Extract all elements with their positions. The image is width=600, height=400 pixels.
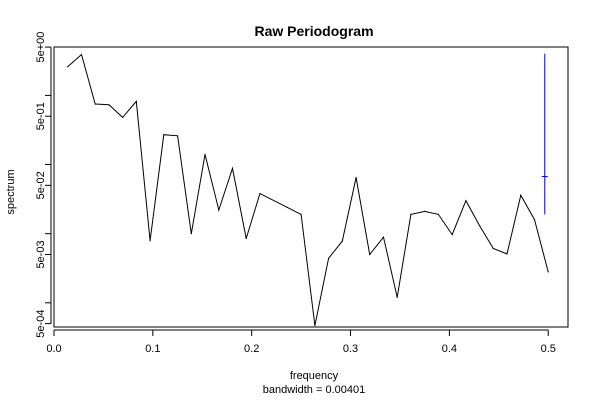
x-tick-label: 0.2 bbox=[244, 343, 259, 355]
x-tick-label: 0.1 bbox=[145, 343, 160, 355]
x-axis-label: frequency bbox=[290, 370, 339, 382]
spectrum-point bbox=[492, 247, 494, 250]
spectrum-point bbox=[547, 271, 549, 273]
y-axis-label: spectrum bbox=[5, 169, 17, 214]
bandwidth-label: bandwidth = 0.00401 bbox=[263, 384, 365, 396]
spectrum-point bbox=[520, 194, 522, 196]
spectrum-point bbox=[218, 209, 220, 211]
spectrum-point bbox=[204, 153, 206, 156]
spectrum-point bbox=[424, 210, 426, 212]
series-layer bbox=[67, 53, 549, 327]
spectrum-point bbox=[108, 104, 110, 106]
spectrum-point bbox=[533, 218, 536, 221]
x-tick-label: 0.4 bbox=[442, 343, 457, 355]
x-tick-label: 0.5 bbox=[541, 343, 556, 355]
spectrum-point bbox=[135, 100, 137, 102]
spectrum-point bbox=[506, 253, 508, 255]
y-axis: 5e-04 5e-03 5e-02 5e-01 5e+00 bbox=[35, 32, 52, 338]
spectrum-point bbox=[341, 240, 343, 242]
spectrum-point bbox=[286, 206, 288, 208]
spectrum-point bbox=[163, 134, 165, 136]
y-tick-label: 5e-03 bbox=[35, 240, 47, 268]
spectrum-line bbox=[67, 53, 549, 326]
spectrum-point bbox=[410, 213, 412, 215]
y-tick-label: 5e-01 bbox=[35, 102, 47, 130]
spectrum-point bbox=[231, 167, 234, 169]
spectrum-point bbox=[396, 296, 398, 298]
x-axis: 0.0 0.1 0.2 0.3 0.4 0.5 bbox=[46, 329, 556, 355]
spectrum-point bbox=[479, 225, 481, 227]
spectrum-point bbox=[259, 192, 261, 195]
spectrum-point bbox=[67, 66, 69, 68]
x-tick-label: 0.3 bbox=[343, 343, 358, 355]
spectrum-point bbox=[176, 135, 179, 137]
y-tick-label: 5e-02 bbox=[35, 171, 47, 199]
confidence-bar bbox=[541, 53, 548, 215]
spectrum-point bbox=[437, 213, 440, 215]
spectrum-point bbox=[245, 237, 247, 240]
spectrum-point bbox=[327, 257, 330, 259]
spectrum-point bbox=[190, 233, 192, 235]
spectrum-point bbox=[314, 324, 316, 327]
chart-title: Raw Periodogram bbox=[254, 23, 373, 39]
spectrum-point bbox=[451, 233, 453, 236]
spectrum-point bbox=[382, 236, 385, 238]
spectrum-point bbox=[355, 176, 357, 179]
spectrum-point bbox=[369, 253, 371, 256]
plot-frame bbox=[53, 46, 569, 328]
y-tick-label: 5e+00 bbox=[35, 32, 47, 63]
spectrum-point bbox=[121, 116, 124, 119]
x-tick-label: 0.0 bbox=[46, 343, 61, 355]
spectrum-point bbox=[80, 53, 83, 56]
spectrum-point bbox=[300, 213, 302, 215]
spectrum-point bbox=[94, 103, 96, 105]
y-tick-label: 5e-04 bbox=[35, 310, 47, 338]
spectrum-point bbox=[149, 240, 151, 242]
spectrum-point bbox=[465, 200, 467, 202]
